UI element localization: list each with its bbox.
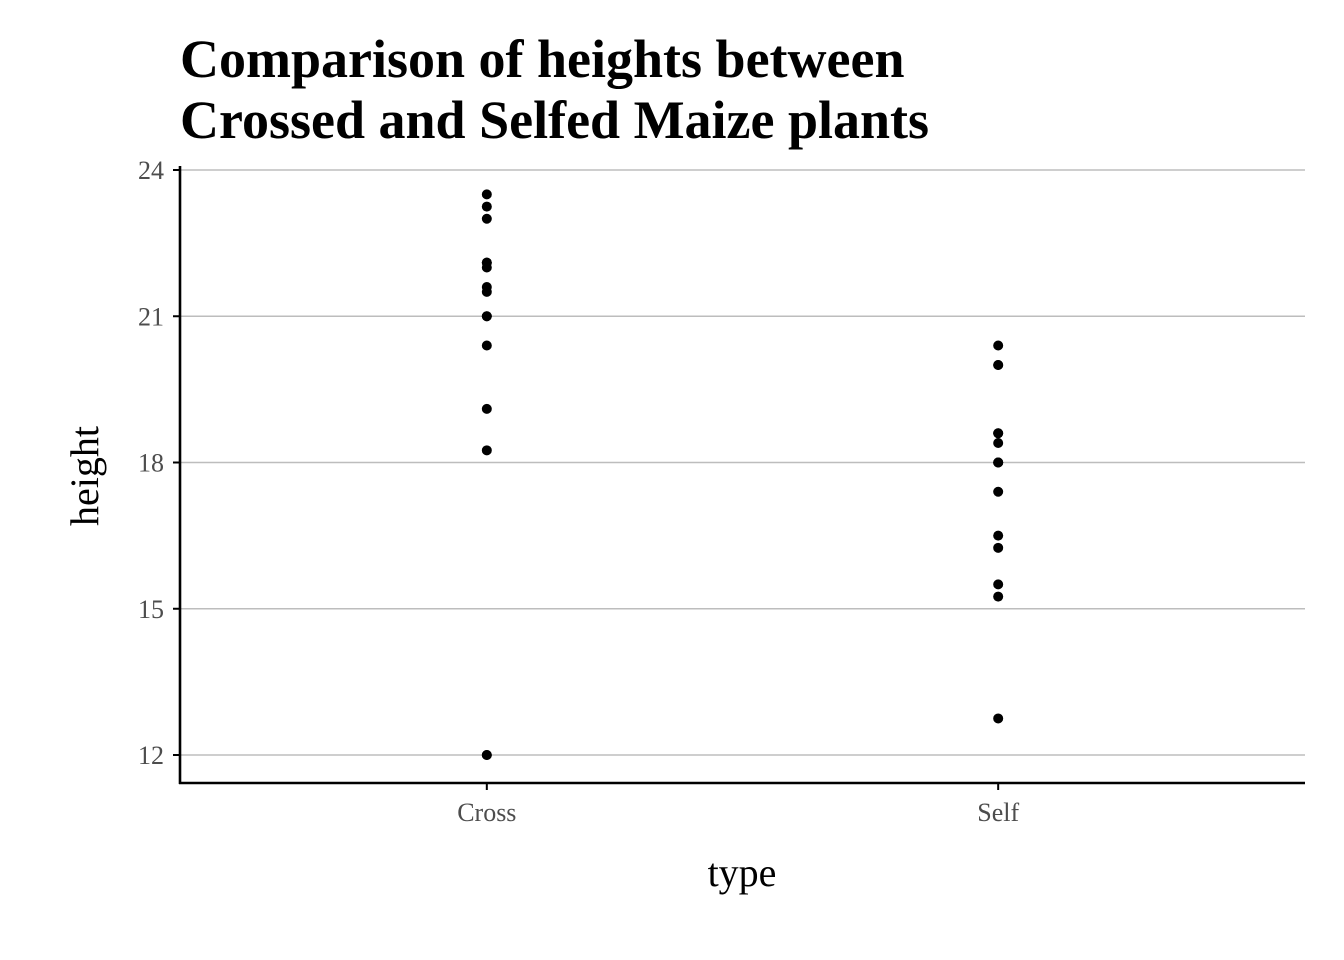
point-cross-14: [481, 213, 492, 224]
y-tick-label-15: 15: [138, 595, 164, 624]
point-cross-13: [481, 257, 492, 268]
x-tick-label-self: Self: [977, 798, 1019, 827]
point-self-14: [993, 579, 1004, 590]
chart-title-line-2: Crossed and Selfed Maize plants: [180, 90, 929, 150]
point-cross-9: [481, 445, 492, 456]
chart-title: Comparison of heights between Crossed an…: [180, 29, 929, 150]
point-cross-15: [481, 750, 492, 760]
point-cross-10: [481, 282, 492, 292]
point-self-9: [993, 530, 1004, 541]
point-cross-5: [481, 403, 492, 414]
point-cross-12: [481, 311, 492, 322]
point-self-7: [993, 428, 1004, 439]
gridlines: [180, 169, 1305, 756]
point-cross-1: [481, 189, 492, 200]
point-self-2: [993, 340, 1004, 351]
y-tick-label-12: 12: [138, 741, 164, 770]
y-tick-label-21: 21: [138, 302, 164, 331]
y-axis-title: height: [62, 426, 107, 526]
point-self-1: [993, 486, 1004, 497]
point-self-11: [993, 542, 1004, 553]
point-self-13: [993, 713, 1004, 724]
x-axis: Cross Self: [179, 781, 1305, 827]
chart-title-line-1: Comparison of heights between: [180, 29, 905, 89]
x-tick-label-cross: Cross: [457, 798, 516, 827]
point-self-4: [993, 360, 1004, 370]
point-cross-8: [481, 340, 492, 351]
point-self-8: [993, 591, 1004, 602]
y-axis: 12 15 18 21 24: [138, 156, 182, 784]
data-points: [481, 189, 1004, 760]
y-tick-label-24: 24: [138, 156, 164, 185]
point-self-5: [993, 438, 1004, 448]
point-cross-11: [481, 201, 492, 212]
point-self-15: [993, 457, 1004, 468]
y-tick-label-18: 18: [138, 449, 164, 478]
x-axis-title: type: [708, 850, 777, 895]
